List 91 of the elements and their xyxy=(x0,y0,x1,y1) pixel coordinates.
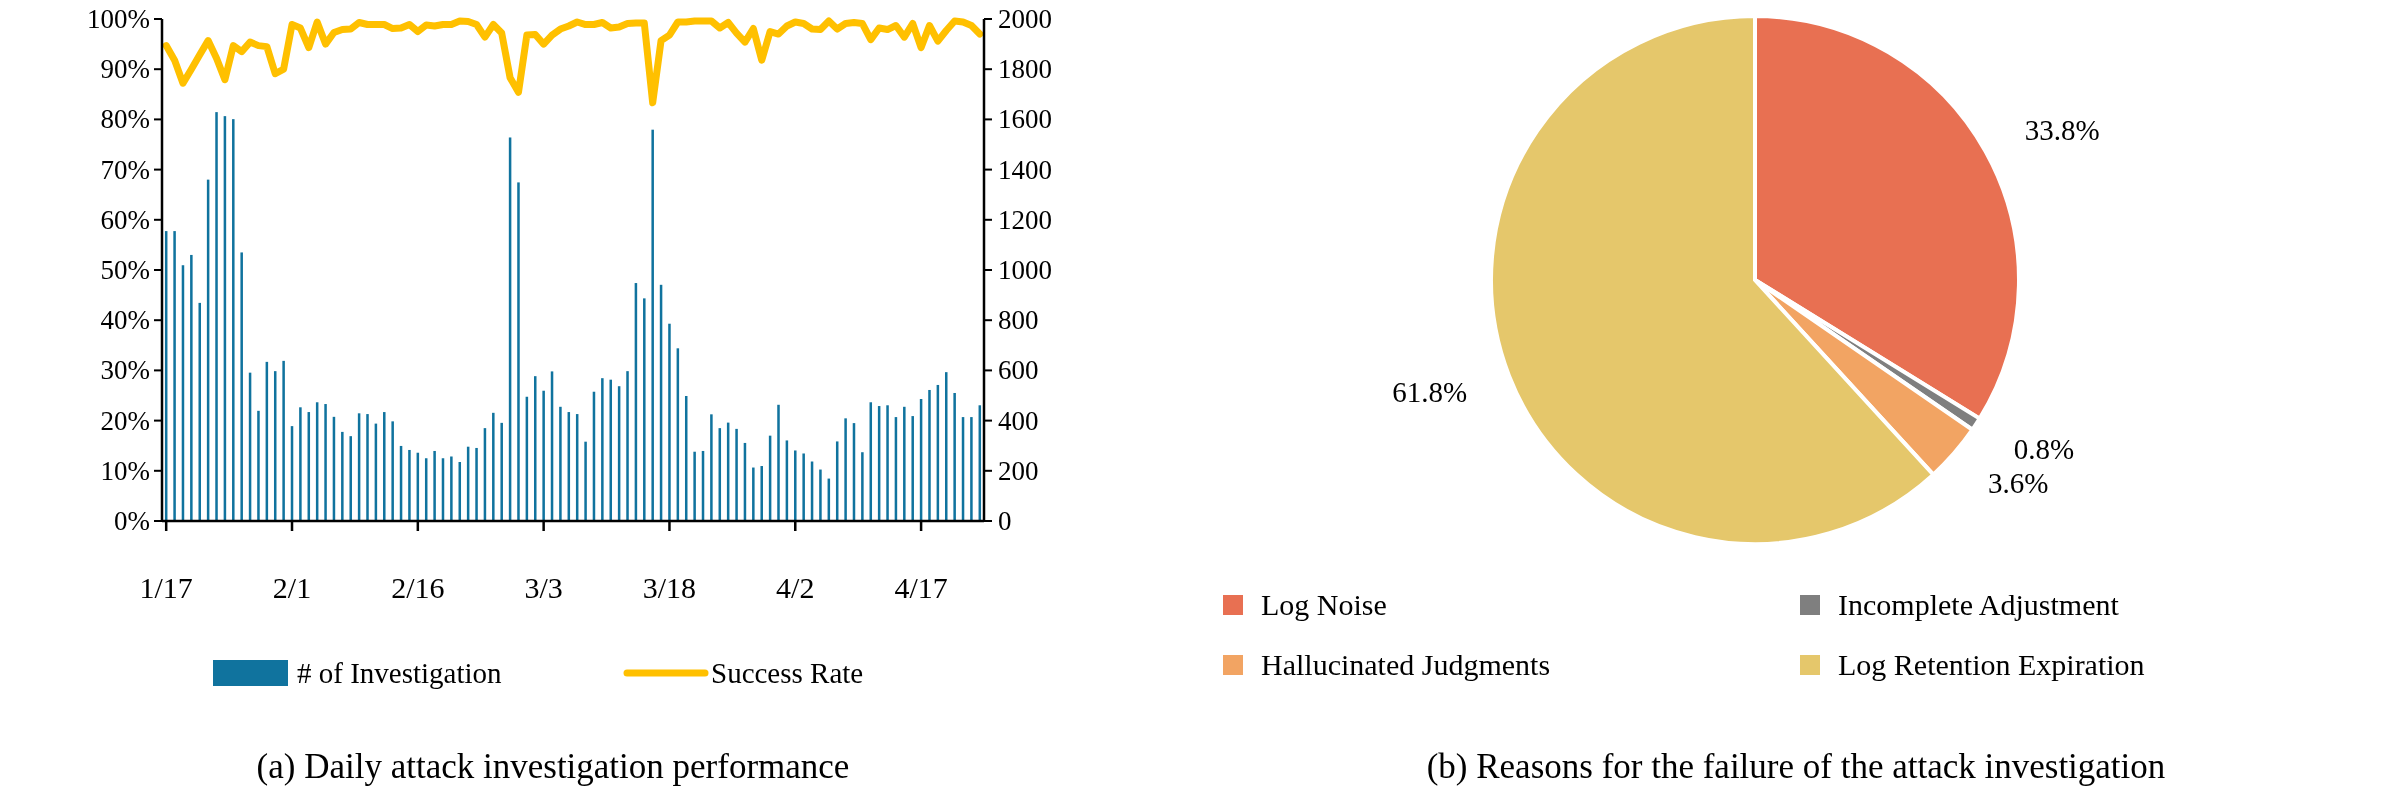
data-label: 0.8% xyxy=(2013,432,2075,465)
legend-label: Log Noise xyxy=(1261,588,1387,621)
bar xyxy=(953,392,956,521)
bar xyxy=(735,428,738,521)
y-tick-label: 40% xyxy=(100,305,150,336)
bar xyxy=(601,378,604,521)
bar xyxy=(886,405,889,521)
x-tick-label: 2/16 xyxy=(391,571,445,604)
y2-tick-label: 0 xyxy=(998,506,1012,536)
bar xyxy=(341,431,344,521)
bar xyxy=(819,469,822,521)
bar xyxy=(970,417,973,521)
y2-tick-label: 1800 xyxy=(998,54,1052,85)
bar xyxy=(282,360,285,521)
bar xyxy=(299,407,302,521)
bar xyxy=(240,252,243,521)
y2-tick-label: 2000 xyxy=(998,4,1052,34)
legend-label: Incomplete Adjustment xyxy=(1838,588,2120,621)
bar xyxy=(794,450,797,521)
legend-label: Log Retention Expiration xyxy=(1838,648,2145,681)
bar xyxy=(903,406,906,521)
y2-tick-label: 1000 xyxy=(998,255,1052,285)
bar xyxy=(475,447,478,521)
bar xyxy=(492,412,495,521)
bar xyxy=(651,129,654,521)
bar xyxy=(408,449,411,521)
legend-label: # of Investigation xyxy=(297,657,503,689)
data-label: 61.8% xyxy=(1392,375,1468,408)
x-tick-label: 4/2 xyxy=(776,571,815,604)
bar xyxy=(844,418,847,521)
bar xyxy=(450,456,453,521)
bar xyxy=(559,406,562,521)
bar xyxy=(777,404,780,521)
bar xyxy=(173,231,176,521)
x-tick-label: 4/17 xyxy=(894,571,948,604)
bar xyxy=(215,112,218,521)
bar xyxy=(945,372,948,521)
y-tick-label: 20% xyxy=(100,405,150,436)
y2-tick-label: 600 xyxy=(998,355,1039,386)
legend-label: Success Rate xyxy=(711,657,864,689)
x-tick-label: 3/18 xyxy=(642,571,697,604)
x-tick-label: 2/1 xyxy=(272,571,312,604)
bar xyxy=(928,389,931,521)
bar xyxy=(802,453,805,521)
bar xyxy=(534,376,537,521)
bar xyxy=(349,436,352,521)
bar xyxy=(324,404,327,521)
y-tick-label: 30% xyxy=(100,355,150,386)
x-tick-label: 3/3 xyxy=(524,571,563,604)
bar xyxy=(383,412,386,521)
bar xyxy=(391,421,394,521)
bar xyxy=(609,379,612,521)
y-tick-label: 60% xyxy=(100,204,150,235)
bar xyxy=(198,302,201,521)
y2-tick-label: 200 xyxy=(998,455,1039,486)
y2-tick-label: 400 xyxy=(998,405,1039,436)
bar xyxy=(643,298,646,521)
bar xyxy=(190,254,193,521)
data-label: 33.8% xyxy=(2024,113,2100,146)
bar xyxy=(911,416,914,521)
y-tick-label: 90% xyxy=(100,54,150,85)
y-tick-label: 0% xyxy=(114,506,150,536)
text: (b) Reasons for the failure of the attack investigation xyxy=(1426,747,2166,786)
bar xyxy=(861,452,864,521)
bar xyxy=(366,414,369,521)
bar xyxy=(232,119,235,521)
y2-tick-label: 1600 xyxy=(998,104,1052,135)
y-tick-label: 100% xyxy=(87,4,150,34)
data-label: 3.6% xyxy=(1987,466,2049,499)
y-tick-label: 70% xyxy=(100,154,150,185)
bar xyxy=(517,182,520,521)
text: (a) Daily attack investigation performance xyxy=(256,747,850,786)
bar xyxy=(257,410,260,521)
legend-label: Hallucinated Judgments xyxy=(1261,648,1551,681)
y-tick-label: 80% xyxy=(100,104,150,135)
y-tick-label: 10% xyxy=(100,455,150,486)
bar xyxy=(433,450,436,521)
y2-tick-label: 1400 xyxy=(998,154,1052,185)
bar xyxy=(668,323,671,521)
bar xyxy=(693,451,696,521)
y2-tick-label: 1200 xyxy=(998,204,1052,235)
bar xyxy=(500,422,503,521)
bar xyxy=(584,441,587,521)
y2-tick-label: 800 xyxy=(998,305,1039,336)
bar xyxy=(542,390,545,521)
bar xyxy=(752,467,755,521)
bar xyxy=(710,414,713,521)
bar xyxy=(760,466,763,521)
x-tick-label: 1/17 xyxy=(139,571,193,604)
y-tick-label: 50% xyxy=(100,255,150,285)
bar xyxy=(626,371,629,521)
